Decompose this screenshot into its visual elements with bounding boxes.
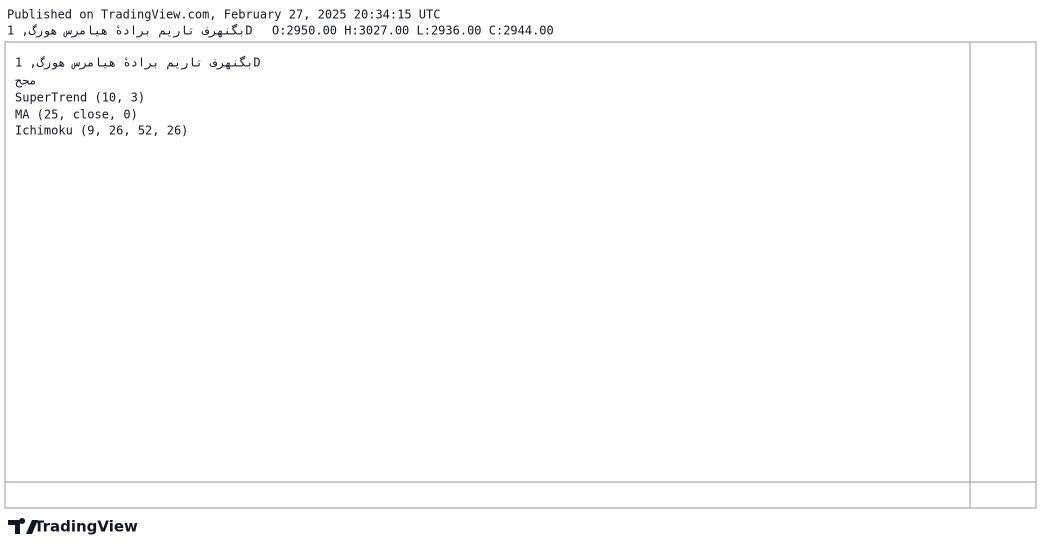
- frame: [4, 41, 1037, 509]
- legend-volume: مجح: [15, 74, 37, 88]
- legend-symbol: بگنهرف تاریم برادهٔ هیامرس هورگ, 1D: [15, 55, 261, 71]
- logo: TradingView: [8, 518, 138, 536]
- legend-supertrend: SuperTrend (10, 3): [15, 91, 145, 105]
- legend-ichimoku: Ichimoku (9, 26, 52, 26): [15, 124, 188, 138]
- legend-ma: MA (25, close, 0): [15, 108, 138, 122]
- brand: TradingView: [34, 518, 138, 536]
- ohlc: O:2950.00 H:3027.00 L:2936.00 C:2944.00: [272, 24, 554, 38]
- published: Published on TradingView.com, February 2…: [7, 8, 440, 22]
- symbol: بگنهرف تاریم برادهٔ هیامرس هورگ, 1D: [7, 23, 253, 39]
